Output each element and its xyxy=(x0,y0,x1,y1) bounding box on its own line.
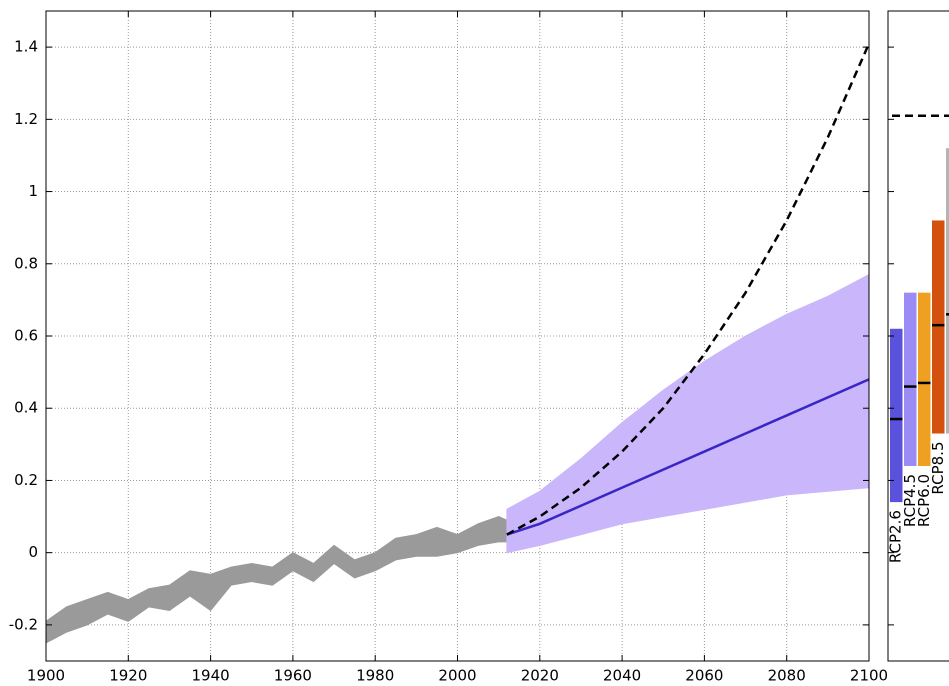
range-bar xyxy=(946,148,949,434)
y-tick-label: 0 xyxy=(28,543,38,561)
x-tick-label: 2080 xyxy=(768,667,806,685)
x-tick-label: 2100 xyxy=(850,667,888,685)
range-bar xyxy=(932,220,945,434)
range-bar xyxy=(918,292,931,466)
x-tick-label: 1940 xyxy=(192,667,230,685)
y-tick-label: 1.4 xyxy=(14,38,38,56)
dashed-line xyxy=(506,42,871,536)
range-band xyxy=(506,273,870,554)
range-bar xyxy=(904,292,917,466)
y-tick-label: 0.6 xyxy=(14,327,38,345)
x-tick-label: 1900 xyxy=(27,667,65,685)
x-tick-label: 2020 xyxy=(521,667,559,685)
category-label: RCP6.0 xyxy=(915,474,933,527)
x-tick-label: 1960 xyxy=(274,667,312,685)
y-tick-label: 0.2 xyxy=(14,471,38,489)
x-tick-label: 1920 xyxy=(109,667,147,685)
range-bar xyxy=(890,328,903,503)
x-tick-label: 2040 xyxy=(603,667,641,685)
y-tick-label: -0.2 xyxy=(9,615,38,633)
y-tick-label: 0.8 xyxy=(14,254,38,272)
category-label: RCP2.6 xyxy=(887,510,905,563)
x-tick-label: 2060 xyxy=(685,667,723,685)
category-label: RCP4.5 xyxy=(901,474,919,527)
y-tick-label: 1.2 xyxy=(14,110,38,128)
x-tick-label: 1980 xyxy=(356,667,394,685)
category-label: RCP8.5 xyxy=(929,442,947,495)
median-line xyxy=(506,378,870,536)
range-band xyxy=(45,516,508,644)
y-tick-label: 1 xyxy=(28,182,38,200)
x-tick-label: 2000 xyxy=(438,667,476,685)
y-tick-label: 0.4 xyxy=(14,399,38,417)
